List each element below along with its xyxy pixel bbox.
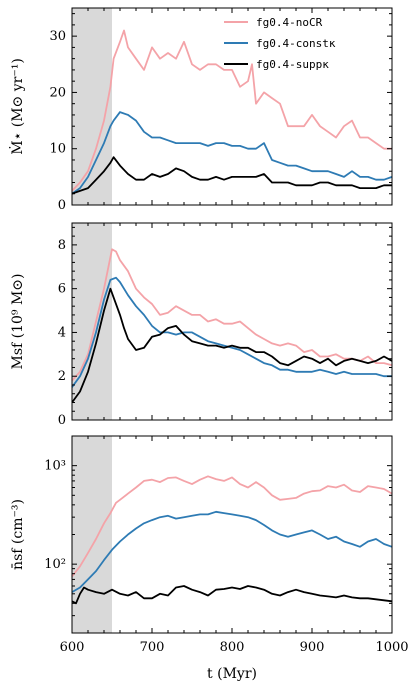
plot-frame [71,222,393,421]
series-line-sfr-2 [71,156,392,195]
panel-sfr: 0 10 20 30 Ṁ⋆ (M⊙ yr⁻¹) fg0.4-noCR fg0.4-const… [8,7,393,213]
plot-frame [71,435,393,634]
panel-msf: 0 2 4 6 8 Msf (10⁹ M⊙) [10,222,393,428]
y-tick-label: 10 [49,142,66,157]
plot-frame [71,7,393,206]
shaded-region [72,436,112,633]
panel-nsf: 10² 10³ n̄sf (cm⁻³) 600 700 800 900 1000 [10,435,409,655]
y-tick-label: 0 [58,198,66,213]
y-tick-label: 30 [49,29,66,44]
series-line-sfr-1 [71,111,393,195]
x-axis-label: t (Myr) [207,666,257,682]
series-line-msf-0 [71,248,393,382]
legend: fg0.4-noCR fg0.4-constκ fg0.4-suppκ [224,16,336,71]
shaded-region [72,223,112,420]
y-tick-label: 4 [58,325,66,340]
x-tick-label: 1000 [375,640,408,655]
series-line-sfr-0 [71,29,392,192]
y-tick-label: 20 [49,85,66,100]
x-tick-label: 800 [220,640,245,655]
y-tick-label: 10² [44,557,66,572]
legend-entry: fg0.4-noCR [256,16,323,29]
y-axis-label: Msf (10⁹ M⊙) [10,273,26,369]
shaded-region [72,8,112,205]
x-tick-label: 600 [60,640,85,655]
x-tick-label: 700 [140,640,165,655]
y-tick-label: 10³ [44,459,66,474]
y-tick-label: 6 [58,282,66,297]
x-tick-label: 900 [300,640,325,655]
y-tick-label: 8 [58,238,66,253]
y-tick-label: 0 [58,413,66,428]
y-axis-label: n̄sf (cm⁻³) [10,499,26,570]
series-line-nsf-0 [71,475,393,578]
legend-entry: fg0.4-constκ [256,37,336,50]
series-line-nsf-1 [71,510,393,593]
series-line-nsf-2 [71,585,393,605]
legend-entry: fg0.4-suppκ [256,58,329,71]
y-axis-label: Ṁ⋆ (M⊙ yr⁻¹) [8,58,26,155]
series-line-msf-2 [71,287,393,404]
y-tick-label: 2 [58,369,66,384]
series-line-msf-1 [71,276,392,388]
